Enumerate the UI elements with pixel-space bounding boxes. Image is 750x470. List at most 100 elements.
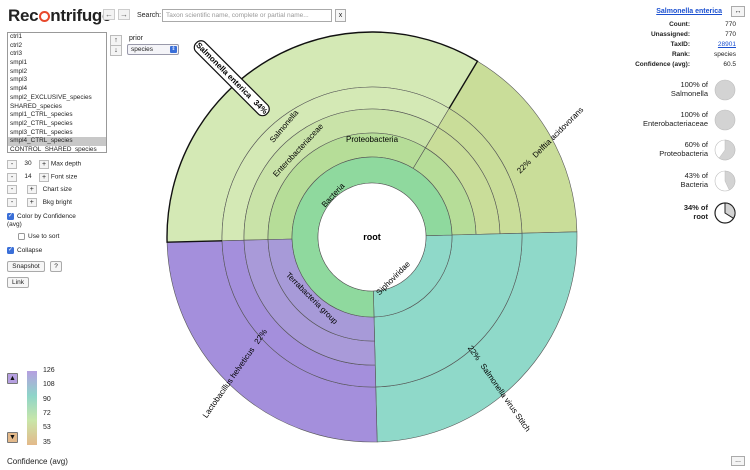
snapshot-button[interactable]: Snapshot (7, 261, 45, 272)
selected-label-box (193, 40, 270, 117)
color-by-checkbox[interactable]: ✓ (7, 213, 14, 220)
dataset-list-item[interactable]: SHARED_species (10, 102, 62, 110)
font-size-label: Font size (50, 173, 78, 181)
dataset-list-item[interactable]: smpl2 (10, 67, 28, 75)
chart-size-decrease[interactable]: - (7, 185, 17, 194)
bkg-bright-control: - + Bkg bright (7, 198, 72, 208)
font-size-increase[interactable]: + (39, 172, 49, 182)
max-depth-decrease[interactable]: - (7, 159, 17, 169)
mini-pie-chart (714, 139, 736, 161)
max-depth-label: Max depth (50, 160, 82, 168)
recentrifuge-logo: Rec ntrifuge (8, 6, 112, 25)
max-depth-value: 30 (24, 160, 32, 167)
mini-pie-chart (714, 202, 736, 224)
search-input[interactable]: Taxon scientific name, complete or parti… (162, 9, 332, 22)
mini-pie-slice (724, 202, 736, 220)
use-to-sort-control[interactable]: Use to sort (18, 232, 59, 242)
search-clear-button[interactable]: x (335, 9, 346, 22)
pie-label: 100% of Salmonella (598, 80, 708, 98)
legend-up-button[interactable]: ▲ (7, 373, 18, 384)
color-by-label: Color by Confidence (avg) (7, 213, 76, 229)
use-to-sort-checkbox[interactable] (18, 232, 25, 240)
dataset-list-item[interactable]: smpl3 (10, 76, 28, 84)
dataset-list[interactable]: ctrl1 ctrl2 ctrl3 smpl1 smpl2 smpl3 smpl4 smpl2… (7, 32, 107, 153)
dataset-list-item[interactable]: ctrl1 (10, 33, 23, 40)
legend-tick: 53 (43, 424, 51, 431)
pie-taxon: Proteobacteria (659, 149, 708, 158)
sunburst-label-root: root (363, 232, 381, 242)
confidence-color-scale (27, 371, 37, 445)
color-by-control[interactable]: ✓ Color by Confidence (avg) (7, 213, 77, 231)
details-key: Unassigned: (650, 31, 690, 38)
dataset-list-item[interactable]: smpl2_EXCLUSIVE_species (10, 93, 92, 101)
dataset-list-item[interactable]: smpl1_CTRL_species (10, 111, 73, 119)
pie-percent: 34% of (683, 203, 708, 212)
dataset-list-item[interactable]: ctrl3 (10, 50, 23, 58)
max-depth-increase[interactable]: + (39, 159, 49, 169)
mini-pie-background (714, 109, 736, 131)
use-to-sort-label: Use to sort (28, 233, 60, 240)
details-value: species (713, 51, 736, 58)
details-value: 770 (725, 31, 736, 38)
rank-select[interactable]: species ⇕ (127, 44, 179, 55)
legend-tick: 126 (43, 367, 55, 374)
bkg-bright-label: Bkg bright (42, 199, 72, 207)
legend-tick: 90 (43, 396, 51, 403)
sunburst-label-proteobacteria: Proteobacteria (346, 135, 399, 144)
pie-taxon: Bacteria (680, 180, 708, 189)
collapse-label: Collapse (17, 247, 43, 254)
details-key: Count: (669, 21, 690, 28)
sunburst-segment-root[interactable] (317, 182, 427, 292)
legend-down-button[interactable]: ▼ (7, 432, 18, 443)
mini-pie-chart (714, 170, 736, 192)
font-size-value: 14 (24, 173, 32, 180)
pie-taxon: root (693, 212, 708, 221)
dataset-list-item[interactable]: CONTROL_SHARED_species (10, 145, 97, 153)
pie-label: 43% of Bacteria (598, 171, 708, 189)
details-value: 60.5 (723, 61, 736, 68)
bkg-bright-increase[interactable]: + (26, 198, 37, 207)
details-expand-button[interactable]: ↔ (731, 6, 745, 17)
selected-segment-outline (166, 31, 479, 243)
pie-percent: 100% of (680, 110, 708, 119)
details-taxon-name[interactable]: Salmonella enterica (656, 8, 722, 15)
search-label: Search: (137, 12, 162, 19)
back-button[interactable]: ← (103, 9, 115, 20)
chart-size-increase[interactable]: + (26, 185, 37, 194)
chart-size-control: - + Chart size (7, 185, 72, 195)
details-key: Rank: (671, 51, 690, 58)
details-value[interactable]: 28901 (717, 41, 736, 48)
dataset-list-item[interactable]: smpl1 (10, 59, 28, 67)
dataset-list-item[interactable]: smpl4_CTRL_species (8, 137, 106, 146)
pie-label: 60% of Proteobacteria (598, 140, 708, 158)
dataset-list-item[interactable]: smpl3_CTRL_species (10, 128, 73, 136)
collapse-checkbox[interactable]: ✓ (7, 246, 14, 254)
legend-tick: 108 (43, 381, 55, 388)
legend-title: Confidence (avg) (7, 457, 68, 466)
details-value: 770 (725, 21, 736, 28)
font-size-control: -14 + Font size (7, 172, 77, 182)
max-depth-control: -30 + Max depth (7, 159, 81, 169)
dataset-list-item[interactable]: smpl4 (10, 85, 28, 93)
footer-menu-button[interactable]: ... (731, 456, 745, 466)
mini-pie-chart (714, 109, 736, 131)
details-key: TaxID: (670, 41, 690, 48)
dataset-list-item[interactable]: ctrl2 (10, 41, 23, 49)
help-button[interactable]: ? (50, 261, 62, 272)
pie-taxon: Enterobacteriaceae (642, 119, 708, 128)
pie-label: 34% of root (598, 203, 708, 221)
forward-button[interactable]: → (118, 9, 130, 20)
collapse-control[interactable]: ✓ Collapse (7, 246, 42, 256)
details-key: Confidence (avg): (635, 61, 690, 68)
details-table: Count: 770 Unassigned: 770 TaxID: 28901 Rank: s… (600, 21, 736, 71)
bkg-bright-decrease[interactable]: - (7, 198, 17, 207)
pie-percent: 100% of (680, 80, 708, 89)
link-button[interactable]: Link (7, 277, 29, 288)
dataset-list-item[interactable]: smpl2_CTRL_species (10, 119, 73, 127)
select-caret-icon: ⇕ (170, 46, 177, 53)
mini-pie-slice (718, 139, 736, 161)
pie-taxon: Salmonella (670, 89, 708, 98)
font-size-decrease[interactable]: - (7, 172, 17, 182)
next-dataset-button[interactable]: ↓ (110, 45, 122, 56)
